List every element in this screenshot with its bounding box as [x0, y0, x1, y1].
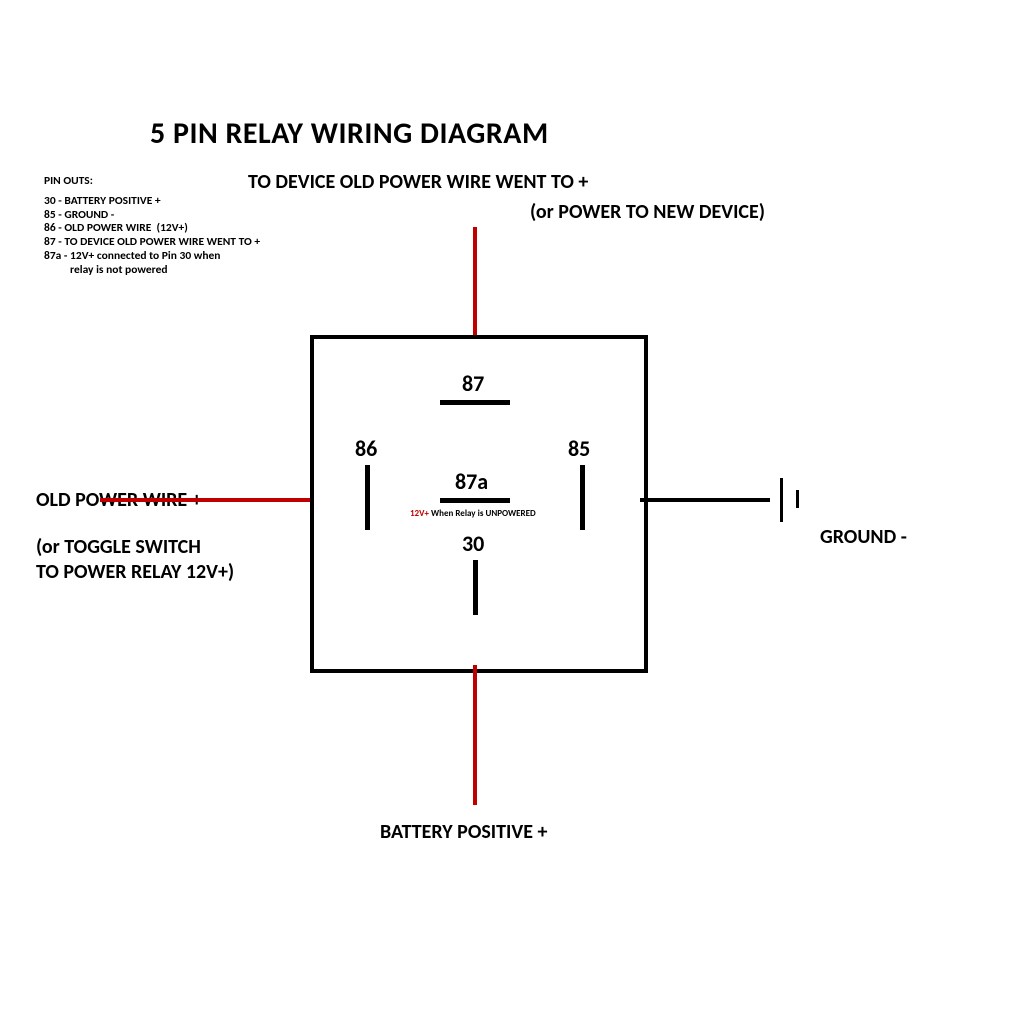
pinouts-line: 85 - GROUND - [44, 209, 260, 223]
label-left-secondary-2: TO POWER RELAY 12V+) [36, 560, 234, 584]
pinouts-header: PIN OUTS: [44, 175, 260, 189]
diagram-title: 5 PIN RELAY WIRING DIAGRAM [150, 115, 549, 152]
pin-87a-mark [440, 498, 510, 503]
pinouts-line: 87a - 12V+ connected to Pin 30 when [44, 250, 260, 264]
pin-87a-label: 87a [455, 468, 488, 495]
wire-bottom [473, 665, 477, 805]
pin-85-label: 85 [568, 435, 590, 462]
wire-right [640, 498, 770, 502]
pin-86-mark [365, 465, 370, 530]
label-right: GROUND - [820, 525, 907, 549]
pin-87-label: 87 [462, 370, 484, 397]
label-left-secondary-1: (or TOGGLE SWITCH [36, 535, 201, 559]
pin-86-label: 86 [355, 435, 377, 462]
pin-87a-note: 12V+ When Relay is UNPOWERED [410, 508, 536, 519]
wire-left [100, 498, 310, 502]
ground-long [780, 478, 783, 522]
pinouts-line: 87 - TO DEVICE OLD POWER WIRE WENT TO + [44, 236, 260, 250]
pin-30-label: 30 [462, 530, 484, 557]
wire-top [473, 227, 477, 335]
pin-85-mark [580, 465, 585, 530]
note-87a-red: 12V+ [410, 508, 429, 519]
label-top-primary: TO DEVICE OLD POWER WIRE WENT TO + [248, 170, 588, 194]
pinouts-line: 30 - BATTERY POSITIVE + [44, 195, 260, 209]
diagram-canvas: 5 PIN RELAY WIRING DIAGRAM PIN OUTS: 30 … [0, 0, 1024, 1024]
pinouts-legend: PIN OUTS: 30 - BATTERY POSITIVE + 85 - G… [44, 175, 260, 278]
ground-short [796, 490, 799, 508]
label-bottom: BATTERY POSITIVE + [380, 820, 547, 844]
pinouts-line: 86 - OLD POWER WIRE (12V+) [44, 222, 260, 236]
pin-87-mark [440, 400, 510, 405]
pinouts-line: relay is not powered [44, 264, 260, 278]
pin-30-mark [473, 560, 478, 615]
label-top-secondary: (or POWER TO NEW DEVICE) [530, 200, 765, 224]
note-87a-rest: When Relay is UNPOWERED [429, 508, 536, 519]
